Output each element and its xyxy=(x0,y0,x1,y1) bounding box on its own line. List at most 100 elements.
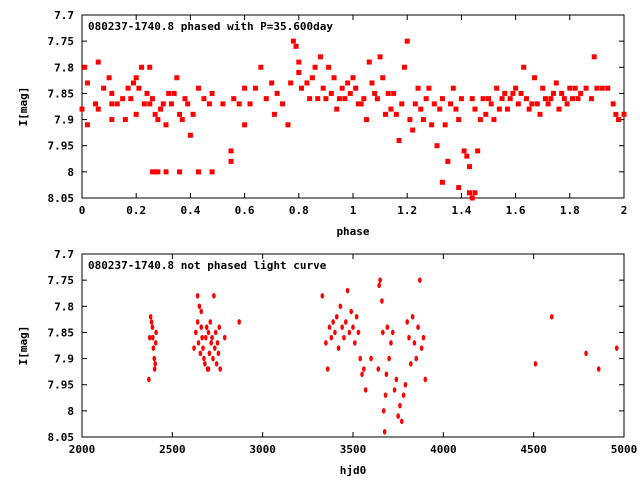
data-point xyxy=(315,96,321,102)
data-point xyxy=(320,85,326,91)
raw-x-tick-label: 3500 xyxy=(340,443,367,456)
data-point xyxy=(120,96,126,102)
raw-panel: 2000 2500 3000 3500 4000 4500 5000 7.7 7.75 7.8 7.… xyxy=(17,248,637,477)
data-point xyxy=(450,85,456,91)
raw-x-tick-label: 4000 xyxy=(430,443,457,456)
data-point xyxy=(399,418,404,425)
data-point xyxy=(486,96,491,102)
data-point xyxy=(494,85,500,91)
data-point xyxy=(594,85,600,91)
raw-y-tick-label: 8 xyxy=(67,405,74,418)
data-point xyxy=(95,106,101,112)
data-point xyxy=(166,90,172,96)
data-point xyxy=(109,101,115,107)
data-point xyxy=(523,96,529,102)
data-point xyxy=(407,117,413,123)
data-point xyxy=(296,59,302,65)
data-point xyxy=(215,340,220,346)
data-point xyxy=(334,313,339,320)
data-point xyxy=(504,106,510,112)
data-point xyxy=(423,376,428,383)
data-point xyxy=(458,96,464,102)
data-point xyxy=(533,361,538,367)
data-point xyxy=(290,38,296,44)
data-point xyxy=(401,64,407,70)
raw-plot-frame xyxy=(81,253,625,438)
phased-y-tick-label: 8 xyxy=(67,166,74,179)
data-point xyxy=(326,64,332,70)
data-point xyxy=(369,80,375,86)
data-point xyxy=(472,106,478,112)
data-point xyxy=(559,90,565,96)
data-point xyxy=(323,96,329,102)
data-point xyxy=(95,59,101,65)
data-point xyxy=(551,90,557,96)
data-point xyxy=(324,340,328,346)
data-point xyxy=(231,96,237,102)
data-point xyxy=(152,169,158,175)
data-point xyxy=(356,329,361,336)
data-point xyxy=(570,96,576,102)
data-point xyxy=(174,75,180,81)
data-point xyxy=(185,101,191,107)
data-point xyxy=(177,111,183,117)
data-point xyxy=(545,101,551,107)
data-point xyxy=(228,148,234,154)
data-point xyxy=(336,96,342,102)
data-point xyxy=(469,96,475,102)
data-point xyxy=(353,340,357,346)
data-point xyxy=(381,408,386,414)
data-point xyxy=(610,101,616,107)
data-point xyxy=(364,117,370,123)
data-point xyxy=(155,117,161,123)
phased-x-axis-label: phase xyxy=(336,225,369,238)
data-point xyxy=(212,293,216,299)
data-point xyxy=(549,313,554,320)
data-point xyxy=(534,101,540,107)
data-point xyxy=(575,96,581,102)
phased-x-tick-label: 1.4 xyxy=(451,204,471,217)
data-point xyxy=(510,90,516,96)
data-point xyxy=(214,361,219,367)
data-point xyxy=(114,101,120,107)
data-point xyxy=(483,111,489,117)
phased-x-tick-label: 0.2 xyxy=(126,204,146,217)
data-point xyxy=(537,111,543,117)
phased-x-tick-label: 1 xyxy=(350,204,357,217)
data-point xyxy=(93,101,99,107)
data-point xyxy=(387,355,391,362)
data-point xyxy=(101,85,107,91)
data-point xyxy=(152,366,157,372)
data-point xyxy=(201,96,207,102)
raw-x-tick-label: 5000 xyxy=(611,443,638,456)
data-point xyxy=(150,324,155,331)
raw-plot-title: 080237-1740.8 not phased light curve xyxy=(88,259,327,272)
data-point xyxy=(469,195,475,201)
data-point xyxy=(285,122,291,128)
data-point xyxy=(467,190,473,196)
raw-y-tick-label: 7.85 xyxy=(48,326,75,339)
data-point xyxy=(588,96,594,102)
data-point xyxy=(398,402,402,409)
data-point xyxy=(158,106,164,112)
data-point xyxy=(548,96,554,102)
data-point xyxy=(213,329,218,336)
data-point xyxy=(410,127,416,133)
data-point xyxy=(334,106,340,112)
raw-x-tick-label: 2500 xyxy=(159,443,186,456)
data-point xyxy=(453,106,459,112)
data-point xyxy=(79,106,85,112)
data-point xyxy=(182,96,188,102)
raw-y-tick-label: 8.05 xyxy=(48,431,75,444)
data-point xyxy=(151,334,155,341)
data-point xyxy=(199,308,204,315)
phased-y-axis-label: I[mag] xyxy=(17,87,30,127)
data-point xyxy=(360,371,364,378)
data-point xyxy=(414,355,419,362)
data-point xyxy=(499,96,505,102)
data-point xyxy=(439,96,445,102)
data-point xyxy=(614,345,619,351)
data-point xyxy=(155,169,161,175)
